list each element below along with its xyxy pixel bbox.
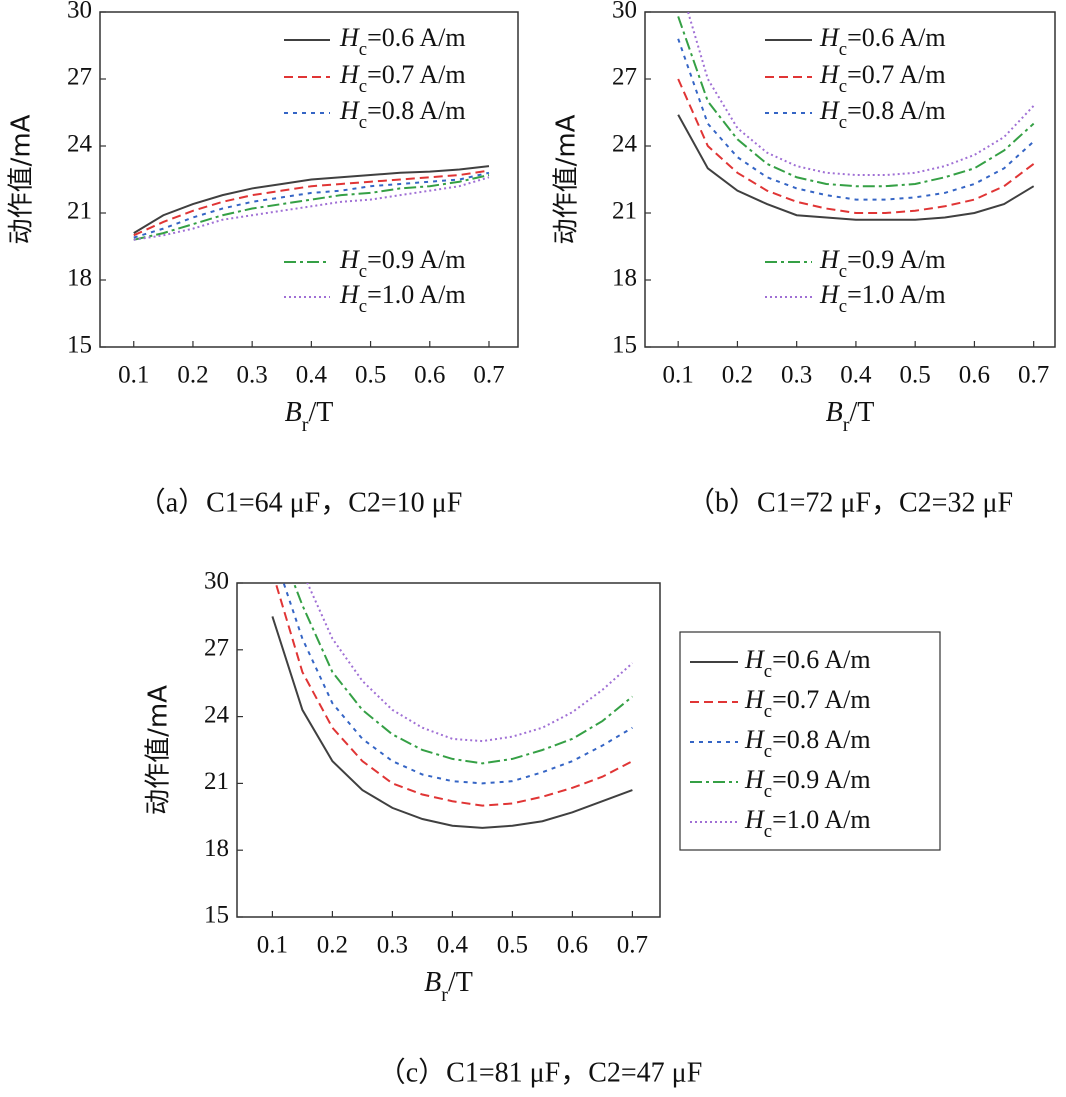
series-line <box>306 583 634 743</box>
y-tick-label: 30 <box>204 568 229 595</box>
series-line <box>133 165 490 234</box>
y-tick-label: 30 <box>612 0 637 24</box>
plot-frame <box>99 11 519 348</box>
legend-label: Hc=0.6 A/m <box>339 23 466 60</box>
caption: （c）C1=81 μF，C2=47 μF <box>378 1056 703 1088</box>
caption: （a）C1=64 μF，C2=10 μF <box>138 486 463 518</box>
series-line <box>133 176 490 241</box>
series-line <box>271 616 633 829</box>
y-tick-label: 27 <box>67 64 92 91</box>
legend-box <box>679 631 941 851</box>
x-tick-label: 0.3 <box>781 362 812 389</box>
legend-label: Hc=0.7 A/m <box>819 60 946 97</box>
y-tick-label: 18 <box>612 265 637 292</box>
legend-label: Hc=0.6 A/m <box>744 645 871 682</box>
plot-frame <box>236 582 661 918</box>
legend-label: Hc=0.9 A/m <box>339 245 466 282</box>
caption: （b）C1=72 μF，C2=32 μF <box>687 486 1013 518</box>
y-tick-label: 24 <box>612 131 638 158</box>
y-tick-label: 15 <box>67 332 92 359</box>
legend-label: Hc=0.7 A/m <box>744 685 871 722</box>
series-line <box>677 38 1035 201</box>
legend-label: Hc=0.8 A/m <box>339 96 466 133</box>
chart: 15 18 21 24 27 30 0.1 0.2 0.3 0.4 0.5 0.6 0.7 Br/T 动作值… <box>7 0 519 518</box>
series-line <box>677 78 1035 214</box>
legend-label: Hc=1.0 A/m <box>819 280 946 317</box>
series-line <box>677 16 1035 188</box>
chart: 15 18 21 24 27 30 0.1 0.2 0.3 0.4 0.5 0.6 0.7 Br/T 动作值… <box>144 568 941 1088</box>
x-tick-label: 0.3 <box>377 932 408 959</box>
y-tick-label: 21 <box>67 198 92 225</box>
x-tick-label: 0.5 <box>497 932 528 959</box>
x-tick-label: 0.5 <box>900 362 931 389</box>
x-tick-label: 0.1 <box>257 932 288 959</box>
legend-label: Hc=0.9 A/m <box>744 765 871 802</box>
x-axis-label: Br/T <box>285 397 334 435</box>
series-line <box>282 583 633 785</box>
y-tick-label: 24 <box>67 131 93 158</box>
legend-label: Hc=1.0 A/m <box>744 805 871 842</box>
x-tick-label: 0.1 <box>118 362 149 389</box>
y-tick-label: 15 <box>612 332 637 359</box>
legend-label: Hc=0.8 A/m <box>744 725 871 762</box>
legend-label: Hc=1.0 A/m <box>339 280 466 317</box>
x-axis-label: Br/T <box>826 397 875 435</box>
x-tick-label: 0.6 <box>959 362 990 389</box>
y-tick-label: 24 <box>204 701 230 728</box>
x-axis-label: Br/T <box>424 967 473 1005</box>
y-axis-label: 动作值/mA <box>144 685 174 815</box>
x-tick-label: 0.1 <box>663 362 694 389</box>
legend-label: Hc=0.7 A/m <box>339 60 466 97</box>
y-tick-label: 18 <box>67 265 92 292</box>
legend-label: Hc=0.8 A/m <box>819 96 946 133</box>
x-tick-label: 0.5 <box>355 362 386 389</box>
x-tick-label: 0.4 <box>437 932 469 959</box>
x-tick-label: 0.2 <box>722 362 753 389</box>
y-tick-label: 15 <box>204 902 229 929</box>
x-tick-label: 0.6 <box>414 362 445 389</box>
series-line <box>133 169 490 237</box>
x-tick-label: 0.7 <box>617 932 648 959</box>
y-axis-label: 动作值/mA <box>7 114 37 244</box>
x-tick-label: 0.2 <box>317 932 348 959</box>
y-tick-label: 30 <box>67 0 92 24</box>
y-tick-label: 21 <box>612 198 637 225</box>
x-tick-label: 0.6 <box>557 932 588 959</box>
series-line <box>292 583 634 765</box>
x-tick-label: 0.4 <box>840 362 872 389</box>
x-tick-label: 0.4 <box>296 362 328 389</box>
y-tick-label: 27 <box>612 64 637 91</box>
chart: 15 18 21 24 27 30 0.1 0.2 0.3 0.4 0.5 0.6 0.7 Br/T 动作值… <box>552 0 1056 518</box>
x-tick-label: 0.7 <box>473 362 504 389</box>
series-line <box>274 583 633 807</box>
legend-label: Hc=0.6 A/m <box>819 23 946 60</box>
series-line <box>677 114 1035 221</box>
y-tick-label: 18 <box>204 835 229 862</box>
x-tick-label: 0.7 <box>1018 362 1049 389</box>
y-tick-label: 27 <box>204 635 229 662</box>
y-tick-label: 21 <box>204 768 229 795</box>
y-axis-label: 动作值/mA <box>552 114 582 244</box>
series-line <box>133 171 490 239</box>
x-tick-label: 0.3 <box>237 362 268 389</box>
x-tick-label: 0.2 <box>177 362 208 389</box>
legend-label: Hc=0.9 A/m <box>819 245 946 282</box>
series-line <box>133 174 490 241</box>
plot-frame <box>644 11 1056 348</box>
